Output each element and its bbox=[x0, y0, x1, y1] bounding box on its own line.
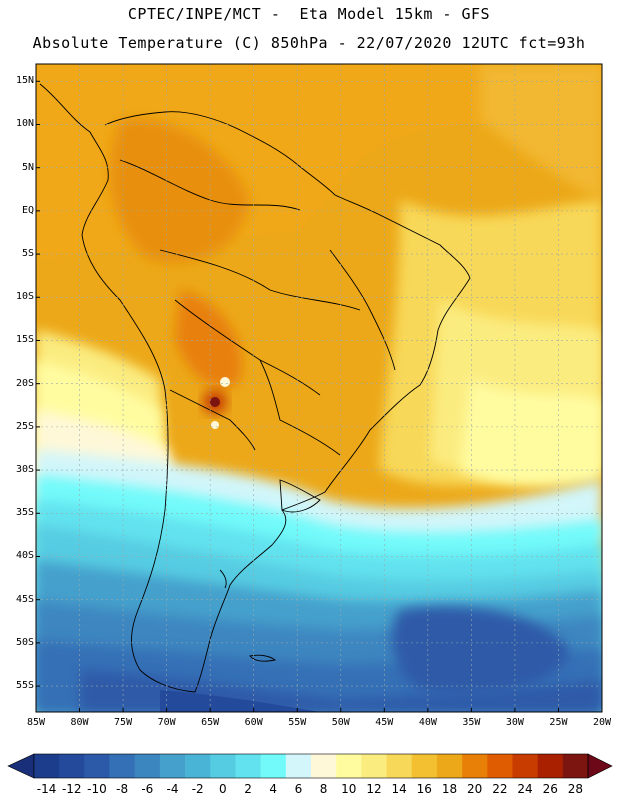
colorbar-swatch bbox=[512, 754, 538, 778]
colorbar-label: 8 bbox=[319, 782, 328, 796]
colorbar-swatch bbox=[34, 754, 60, 778]
colorbar-swatch bbox=[59, 754, 85, 778]
colorbar-label: 6 bbox=[294, 782, 303, 796]
lat-label: 25S bbox=[15, 420, 34, 432]
lat-label: 45S bbox=[15, 593, 34, 605]
colorbar-swatch bbox=[185, 754, 211, 778]
colorbar-swatch bbox=[386, 754, 413, 778]
lat-label: 50S bbox=[15, 636, 34, 648]
colorbar-label: -6 bbox=[141, 782, 154, 796]
colorbar-swatch bbox=[562, 754, 589, 778]
lat-label: 10N bbox=[15, 118, 34, 130]
lat-label: 15N bbox=[15, 75, 34, 87]
lat-label: 55S bbox=[15, 680, 34, 692]
lon-label: 25W bbox=[549, 717, 568, 728]
lat-label: 30S bbox=[15, 464, 34, 476]
colorbar-label: 20 bbox=[467, 782, 483, 796]
colorbar-label: -10 bbox=[87, 782, 107, 796]
lon-label: 80W bbox=[70, 717, 89, 728]
lon-label: 55W bbox=[288, 717, 307, 728]
colorbar-label: 0 bbox=[219, 782, 227, 796]
lat-label: 15S bbox=[15, 334, 34, 346]
colorbar-label: -4 bbox=[166, 782, 179, 796]
lon-label: 70W bbox=[157, 717, 176, 728]
colorbar-swatch bbox=[210, 754, 236, 778]
lon-label: 60W bbox=[244, 717, 263, 728]
colorbar-label: -14 bbox=[36, 782, 57, 796]
colorbar-label: 28 bbox=[567, 782, 584, 796]
lon-label: 40W bbox=[418, 717, 437, 728]
lon-label: 20W bbox=[592, 717, 612, 728]
colorbar-frame bbox=[33, 753, 589, 779]
lat-label: 20S bbox=[15, 377, 34, 389]
lat-label: 40S bbox=[15, 550, 34, 562]
colorbar-label: 22 bbox=[492, 782, 508, 796]
colorbar-label: -12 bbox=[61, 782, 82, 796]
map-subtitle: Absolute Temperature (C) 850hPa - 22/07/… bbox=[32, 34, 586, 52]
colorbar-under-arrow bbox=[7, 753, 35, 779]
lon-label: 65W bbox=[201, 717, 220, 728]
lon-label: 85W bbox=[26, 717, 46, 728]
lat-label: 35S bbox=[15, 507, 34, 519]
coastline-borders bbox=[39, 83, 471, 693]
colorbar-label: 14 bbox=[391, 782, 407, 796]
lat-label: 10S bbox=[15, 291, 34, 303]
colorbar-over-arrow bbox=[587, 753, 613, 779]
lon-label: 50W bbox=[331, 717, 350, 728]
map-title: CPTEC/INPE/MCT - Eta Model 15km - GFS bbox=[127, 5, 491, 23]
lon-label: 35W bbox=[462, 717, 481, 728]
colorbar-swatch bbox=[235, 754, 261, 778]
colorbar-label: 12 bbox=[366, 782, 382, 796]
temperature-field bbox=[36, 64, 602, 712]
colorbar-label: 2 bbox=[244, 782, 252, 796]
axis-ticks bbox=[35, 80, 603, 712]
colorbar-swatch bbox=[336, 754, 362, 778]
colorbar-label: 18 bbox=[441, 782, 458, 796]
colorbar-label: 26 bbox=[542, 782, 558, 796]
colorbar-label: 4 bbox=[269, 782, 278, 796]
colorbar-swatch bbox=[285, 754, 312, 778]
lat-label: 5S bbox=[21, 248, 34, 260]
colorbar-label: -2 bbox=[191, 782, 204, 796]
lon-label: 45W bbox=[375, 717, 394, 728]
lat-label: EQ bbox=[21, 204, 34, 216]
colorbar-swatch bbox=[311, 754, 337, 778]
colorbar-swatch bbox=[436, 754, 463, 778]
colorbar-label: 16 bbox=[416, 782, 432, 796]
colorbar-swatch bbox=[109, 754, 136, 778]
colorbar bbox=[7, 753, 613, 779]
colorbar-swatch bbox=[411, 754, 438, 778]
colorbar-swatch bbox=[462, 754, 488, 778]
colorbar-swatch bbox=[159, 754, 186, 778]
colorbar-swatch bbox=[361, 754, 387, 778]
colorbar-swatch bbox=[487, 754, 513, 778]
colorbar-label: 24 bbox=[517, 782, 533, 796]
colorbar-label: -8 bbox=[116, 782, 129, 796]
colorbar-swatch bbox=[134, 754, 161, 778]
lat-label: 5N bbox=[21, 161, 34, 173]
colorbar-swatch bbox=[260, 754, 287, 778]
map-frame bbox=[35, 63, 603, 713]
lon-label: 30W bbox=[505, 717, 524, 728]
colorbar-label: 10 bbox=[341, 782, 357, 796]
colorbar-swatch bbox=[84, 754, 110, 778]
lon-label: 75W bbox=[114, 717, 133, 728]
colorbar-swatch bbox=[537, 754, 564, 778]
